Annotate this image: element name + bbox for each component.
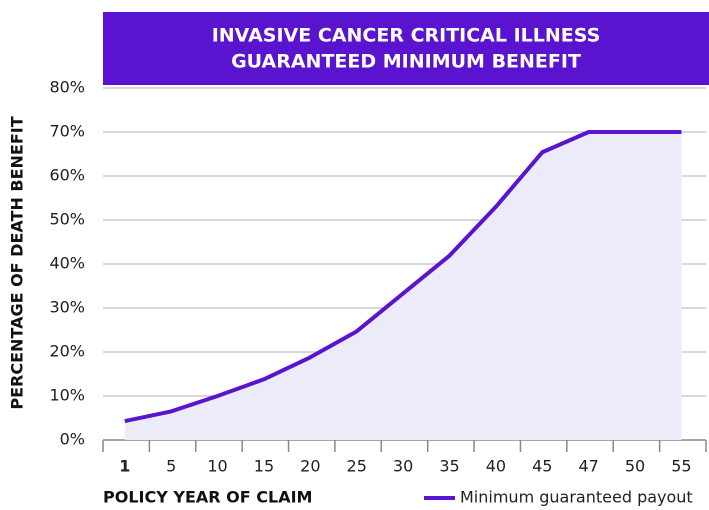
x-tick-label: 20 xyxy=(300,457,320,476)
title-banner xyxy=(103,12,709,85)
x-tick-label: 35 xyxy=(439,457,459,476)
legend-label: Minimum guaranteed payout xyxy=(460,488,693,507)
x-tick-label: 40 xyxy=(486,457,506,476)
x-tick-label: 50 xyxy=(625,457,645,476)
y-tick-label: 60% xyxy=(49,166,85,185)
line-series xyxy=(124,130,682,424)
x-tick-label: 45 xyxy=(532,457,552,476)
y-tick-label: 50% xyxy=(49,210,85,229)
y-tick-label: 80% xyxy=(49,78,85,97)
y-axis-title: PERCENTAGE OF DEATH BENEFIT xyxy=(8,116,27,409)
chart-title: GUARANTEED MINIMUM BENEFIT xyxy=(231,51,581,73)
y-tick-label: 30% xyxy=(49,298,85,317)
x-tick-label: 25 xyxy=(347,457,367,476)
y-tick-label: 20% xyxy=(49,342,85,361)
x-axis-title: POLICY YEAR OF CLAIM xyxy=(103,488,312,507)
x-tick-label: 1 xyxy=(119,457,130,476)
x-tick-label: 55 xyxy=(671,457,691,476)
y-tick-label: 40% xyxy=(49,254,85,273)
x-tick-label: 10 xyxy=(207,457,227,476)
x-tick-label: 15 xyxy=(254,457,274,476)
y-tick-label: 10% xyxy=(49,386,85,405)
y-tick-label: 0% xyxy=(60,430,85,449)
area-fill xyxy=(124,132,682,440)
y-tick-label: 70% xyxy=(49,122,85,141)
chart-title: INVASIVE CANCER CRITICAL ILLNESS xyxy=(212,25,601,47)
x-tick-label: 30 xyxy=(393,457,413,476)
x-tick-label: 5 xyxy=(166,457,176,476)
x-tick-label: 47 xyxy=(578,457,598,476)
